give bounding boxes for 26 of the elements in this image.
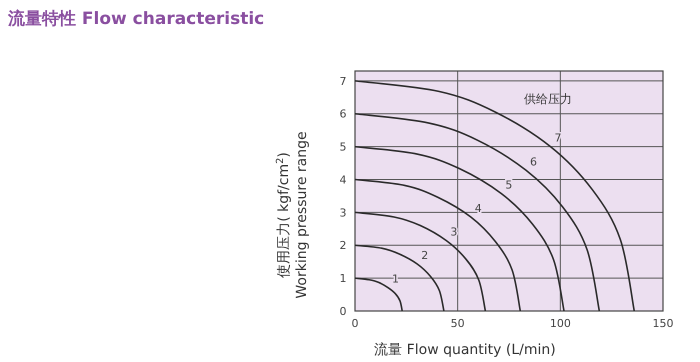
y-tick-label: 2 bbox=[340, 239, 346, 252]
y-tick-label: 3 bbox=[340, 206, 346, 220]
y-tick-label: 4 bbox=[340, 173, 346, 186]
y-tick-label: 0 bbox=[340, 305, 346, 318]
series-label: 5 bbox=[505, 178, 512, 192]
y-tick-label: 6 bbox=[340, 108, 346, 121]
x-tick-label: 100 bbox=[550, 317, 571, 330]
line-series bbox=[354, 244, 445, 312]
y-tick-label: 1 bbox=[340, 272, 346, 286]
x-tick-label: 150 bbox=[652, 317, 674, 330]
x-tick-label: 50 bbox=[450, 317, 465, 330]
x-axis-title: 流量 Flow quantity (L/min) bbox=[374, 342, 556, 358]
series-label: 2 bbox=[421, 248, 428, 262]
y-tick-label: 7 bbox=[340, 74, 346, 88]
text: 流量特性 Flow characteristic bbox=[7, 9, 264, 29]
line-series bbox=[354, 178, 522, 312]
series-label: 6 bbox=[530, 155, 538, 168]
line-series bbox=[354, 80, 636, 312]
line-series bbox=[354, 112, 600, 312]
line-series bbox=[354, 146, 565, 312]
series-label: 3 bbox=[450, 226, 458, 239]
y-tick-label: 5 bbox=[340, 140, 346, 154]
annotation: 供给压力 bbox=[524, 92, 572, 106]
x-tick-label: 0 bbox=[352, 317, 358, 330]
series-label: 4 bbox=[474, 202, 482, 215]
line-series bbox=[354, 212, 486, 312]
